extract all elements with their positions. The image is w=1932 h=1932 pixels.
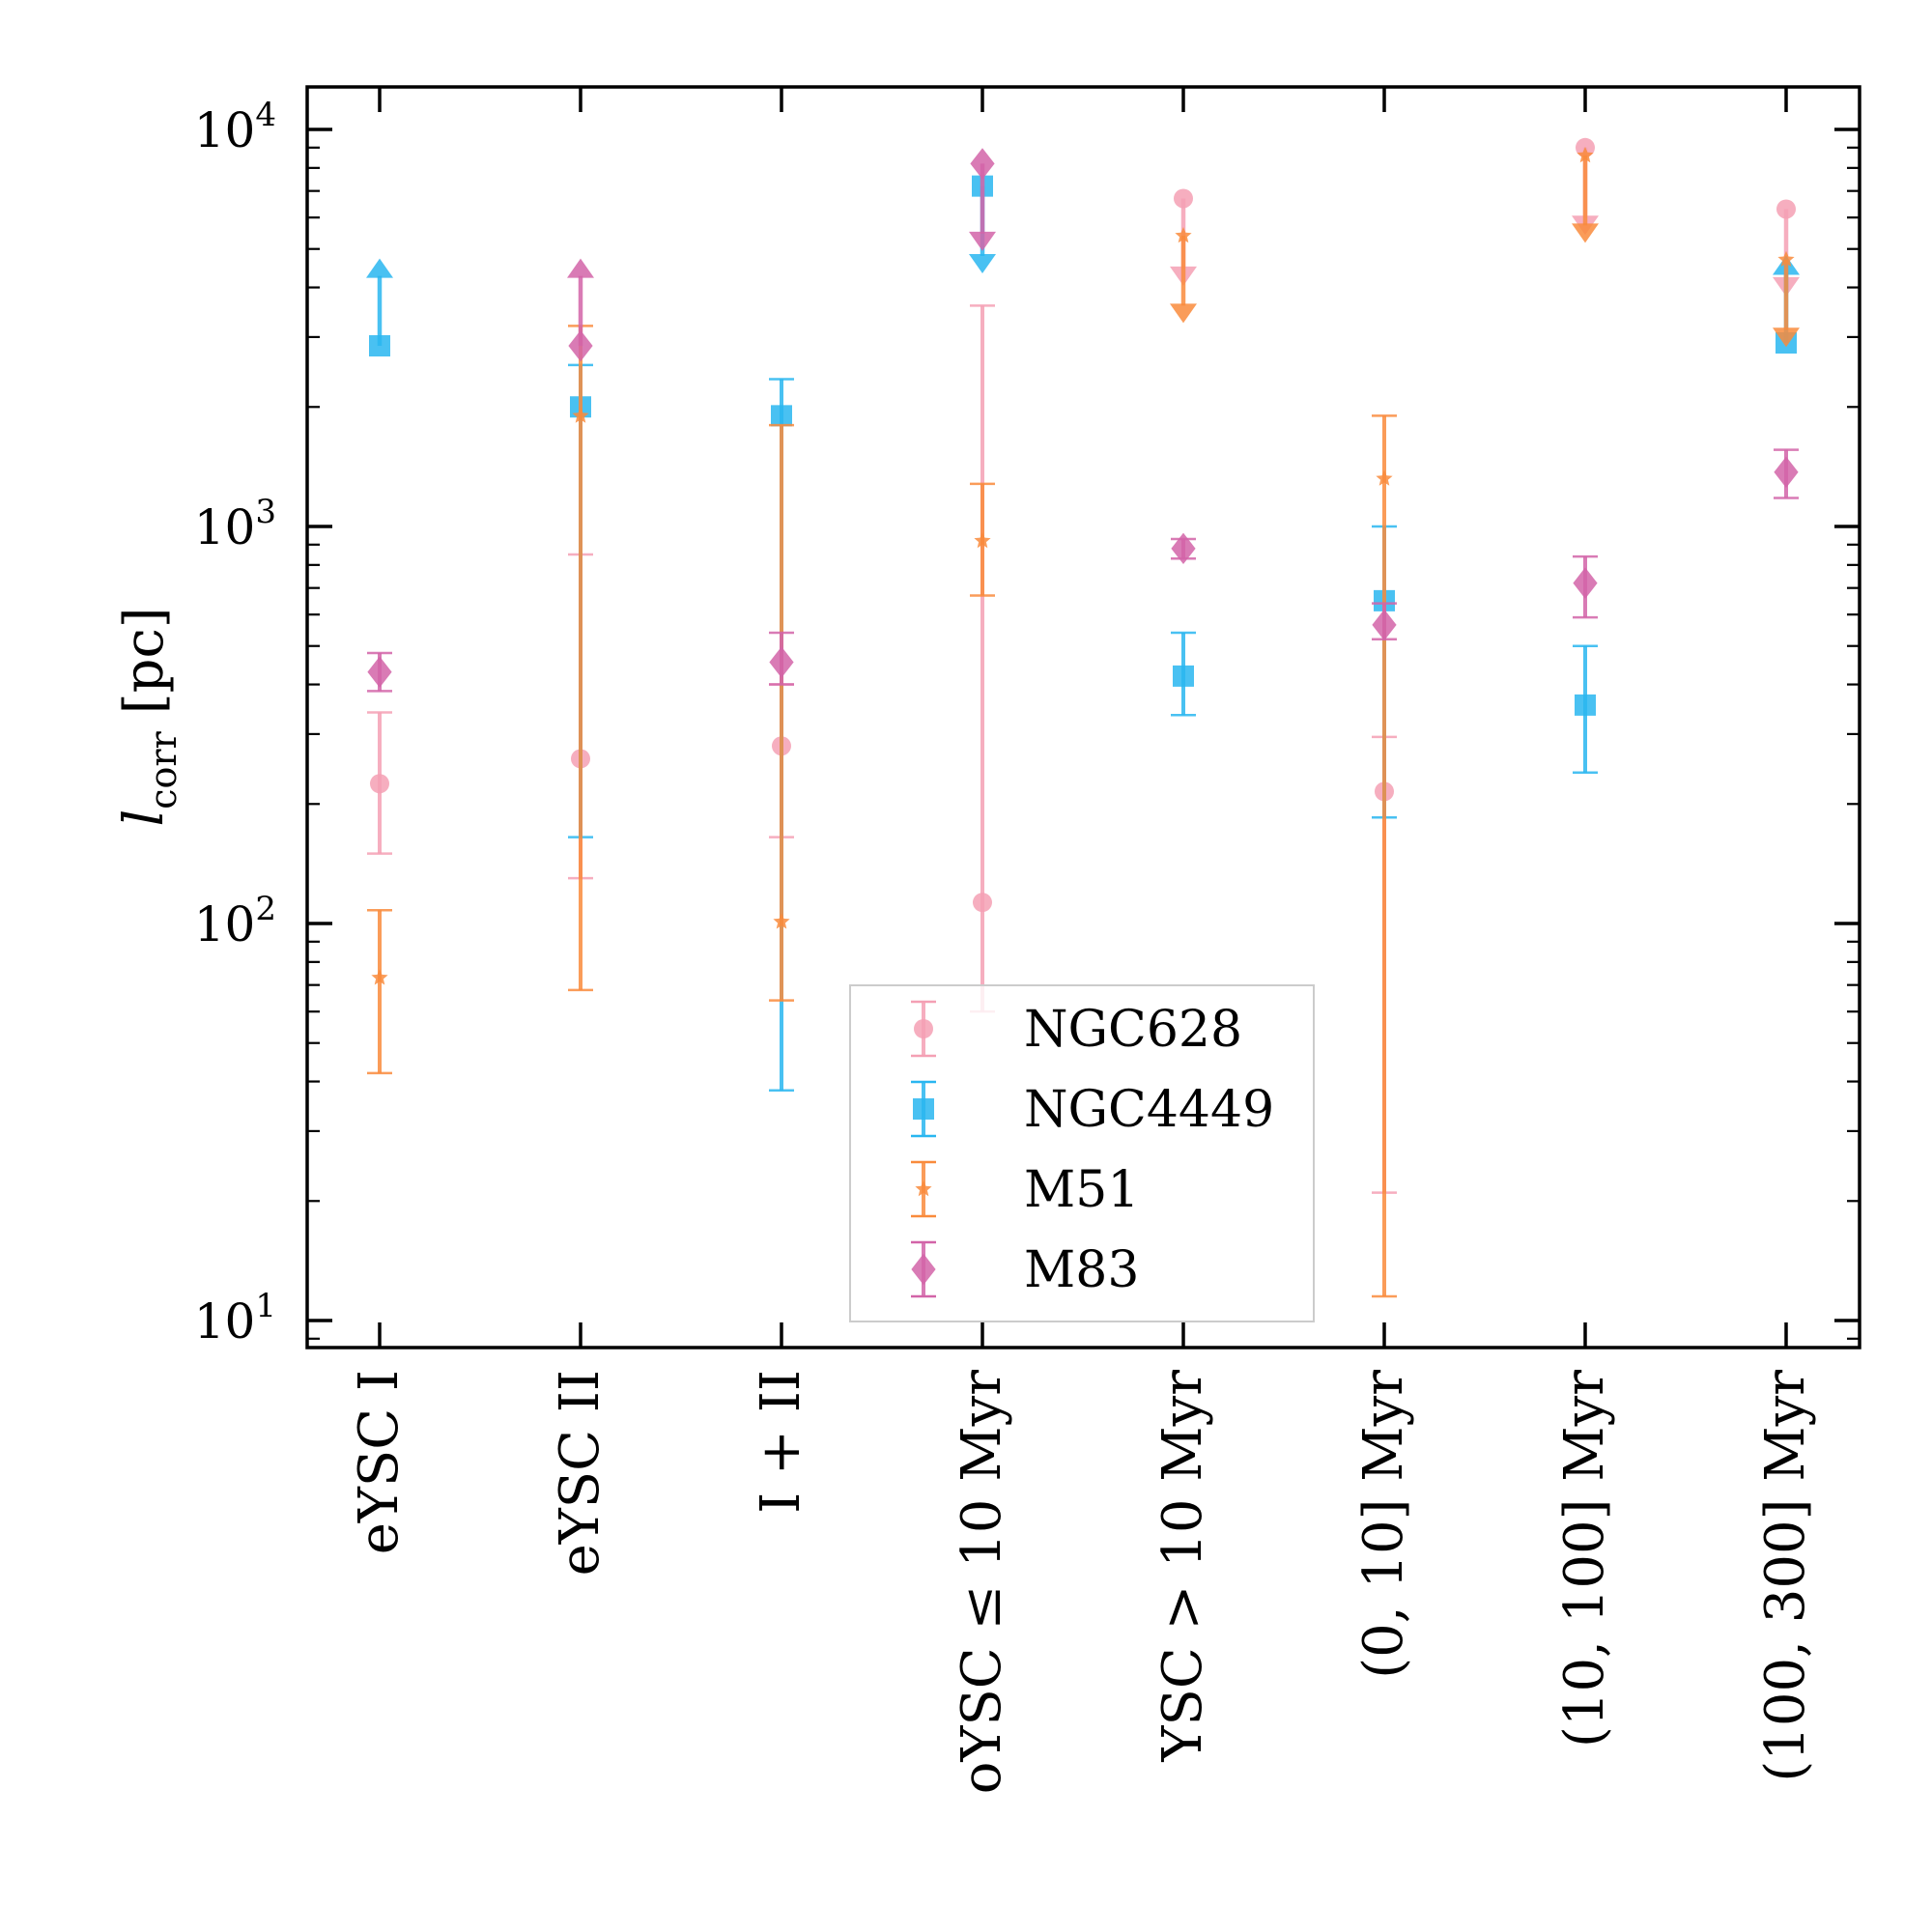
series-m51 bbox=[367, 146, 1800, 1298]
legend-label: NGC628 bbox=[1024, 1001, 1242, 1059]
data-point bbox=[1577, 146, 1594, 163]
data-point bbox=[974, 531, 991, 549]
y-tick-label-exponent: 4 bbox=[255, 96, 276, 134]
y-tick-label: 102 bbox=[194, 890, 276, 952]
data-point bbox=[1774, 456, 1799, 489]
data-point bbox=[973, 893, 992, 913]
y-axis-label: lcorr[pc] bbox=[113, 607, 185, 826]
upper-limit-arrow bbox=[969, 254, 996, 274]
legend-label: NGC4449 bbox=[1024, 1081, 1274, 1139]
y-tick-label-base: 10 bbox=[194, 499, 256, 555]
y-tick-label: 103 bbox=[194, 493, 276, 555]
lower-limit-arrow bbox=[366, 258, 393, 278]
data-point bbox=[1171, 532, 1196, 565]
upper-limit-arrow bbox=[1170, 303, 1197, 324]
data-point bbox=[769, 646, 794, 678]
y-tick-label: 101 bbox=[194, 1287, 276, 1350]
x-tick-label: oYSC ≤ 10 Myr bbox=[951, 1370, 1013, 1794]
x-tick-label: eYSC II bbox=[549, 1370, 611, 1576]
x-tick-label: (0, 10] Myr bbox=[1352, 1370, 1415, 1679]
data-point bbox=[568, 329, 593, 362]
data-point bbox=[572, 407, 589, 423]
upper-limit-arrow bbox=[1572, 223, 1599, 243]
x-tick-label: (100, 300] Myr bbox=[1754, 1370, 1817, 1782]
data-point bbox=[1575, 694, 1596, 716]
data-point bbox=[1777, 250, 1795, 267]
legend: NGC628 NGC4449 M51 M83 bbox=[849, 984, 1315, 1322]
data-point bbox=[1376, 469, 1393, 486]
y-tick-label-base: 10 bbox=[194, 102, 256, 158]
y-tick-label-exponent: 1 bbox=[255, 1287, 276, 1325]
series-layer bbox=[366, 137, 1800, 1298]
legend-label: M83 bbox=[1024, 1241, 1139, 1299]
data-point bbox=[371, 969, 388, 985]
data-point bbox=[1173, 665, 1194, 687]
data-point bbox=[1372, 609, 1397, 641]
data-point bbox=[1174, 188, 1193, 209]
legend-marker bbox=[914, 1019, 933, 1038]
upper-limit-arrow bbox=[969, 231, 996, 251]
legend-marker bbox=[915, 1180, 932, 1197]
plot-frame bbox=[305, 85, 1861, 1350]
y-tick-label: 104 bbox=[194, 96, 276, 158]
data-point bbox=[1573, 567, 1598, 599]
data-point bbox=[1776, 199, 1796, 219]
data-point bbox=[773, 913, 790, 929]
x-tick-label: YSC > 10 Myr bbox=[1151, 1370, 1214, 1763]
legend-marker bbox=[911, 1253, 936, 1286]
data-point bbox=[370, 774, 389, 794]
upper-limit-arrow bbox=[1773, 327, 1800, 348]
data-point bbox=[369, 335, 390, 357]
lower-limit-arrow bbox=[567, 258, 594, 278]
y-tick-label-exponent: 2 bbox=[255, 890, 276, 928]
x-tick-label: I + II bbox=[750, 1370, 812, 1514]
data-point bbox=[367, 656, 392, 688]
data-point bbox=[771, 405, 792, 427]
y-tick-label-exponent: 3 bbox=[255, 493, 276, 531]
data-point bbox=[1175, 227, 1192, 243]
y-tick-label-base: 10 bbox=[194, 896, 256, 952]
data-point bbox=[970, 148, 995, 180]
legend-marker bbox=[913, 1098, 934, 1120]
legend-label: M51 bbox=[1024, 1161, 1139, 1219]
x-tick-label: (10, 100] Myr bbox=[1553, 1370, 1616, 1747]
x-tick-label: eYSC I bbox=[348, 1370, 411, 1554]
y-tick-label-base: 10 bbox=[194, 1293, 256, 1350]
series-m83 bbox=[367, 148, 1799, 693]
